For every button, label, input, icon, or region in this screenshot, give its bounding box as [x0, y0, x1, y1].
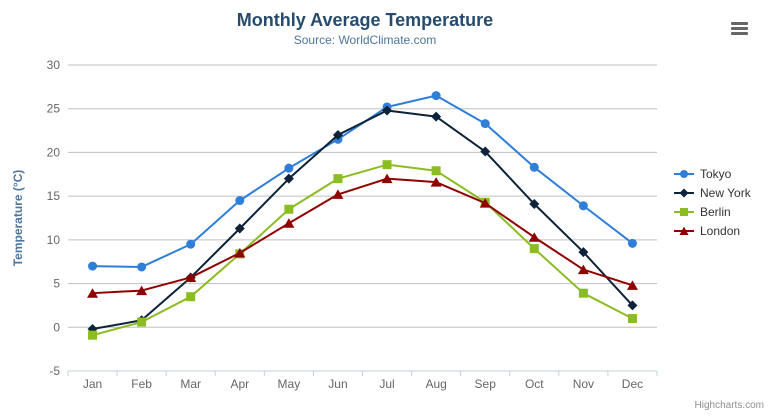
london-point-jun[interactable] — [332, 189, 344, 199]
legend-label-new-york: New York — [700, 185, 751, 200]
x-axis-label: Sep — [475, 377, 497, 391]
hamburger-menu-icon — [731, 27, 748, 30]
new-york-point-dec[interactable] — [627, 300, 638, 311]
london-point-may[interactable] — [283, 218, 295, 228]
berlin-point-jan[interactable] — [88, 330, 98, 340]
series-new-york[interactable] — [87, 105, 638, 335]
london-point-aug[interactable] — [430, 177, 442, 187]
x-axis-label: Apr — [230, 377, 249, 391]
berlin-point-jul[interactable] — [382, 160, 392, 170]
berlin-point-jun[interactable] — [333, 174, 343, 184]
y-axis-title: Temperature (°C) — [11, 170, 25, 267]
london-triangle-marker-icon — [674, 226, 694, 235]
y-axis-label: 10 — [47, 233, 61, 247]
berlin-point-mar[interactable] — [186, 292, 196, 302]
y-axis-label: 5 — [53, 277, 60, 291]
x-axis-label: Aug — [425, 377, 446, 391]
y-axis-label: 20 — [47, 145, 61, 159]
london-point-mar[interactable] — [185, 272, 197, 282]
legend-label-london: London — [700, 223, 741, 238]
tokyo-point-dec[interactable] — [627, 238, 637, 248]
x-axis-label: Dec — [622, 377, 643, 391]
chart-title: Monthly Average Temperature — [236, 10, 494, 30]
tokyo-point-oct[interactable] — [529, 162, 539, 172]
tokyo-point-jan[interactable] — [88, 261, 98, 271]
berlin-point-aug[interactable] — [431, 166, 441, 176]
london-point-nov[interactable] — [577, 264, 589, 275]
new-york-point-apr[interactable] — [234, 223, 245, 234]
legend-item-new-york[interactable]: New York — [673, 183, 751, 202]
y-axis-label: 15 — [47, 189, 61, 203]
berlin-point-nov[interactable] — [578, 288, 588, 298]
new-york-point-sep[interactable] — [480, 146, 491, 157]
x-axis-label: Feb — [131, 377, 152, 391]
new-york-point-oct[interactable] — [529, 199, 540, 210]
berlin-point-may[interactable] — [284, 204, 294, 214]
tokyo-point-mar[interactable] — [186, 239, 196, 249]
tokyo-circle-marker-icon — [674, 169, 694, 178]
x-axis-label: Jan — [83, 377, 102, 391]
berlin-point-oct[interactable] — [529, 244, 539, 254]
tokyo-point-aug[interactable] — [431, 91, 441, 101]
new-york-point-aug[interactable] — [431, 111, 442, 122]
berlin-point-feb[interactable] — [137, 317, 147, 327]
new-york-point-jul[interactable] — [382, 105, 393, 116]
new-york-diamond-marker-icon — [674, 188, 694, 197]
legend: Tokyo New York Berlin London — [673, 164, 751, 240]
series-line-berlin — [91, 163, 634, 337]
series-line-tokyo — [91, 94, 634, 268]
series-london[interactable] — [87, 173, 638, 298]
london-point-dec[interactable] — [626, 280, 638, 290]
x-axis-label: Mar — [180, 377, 201, 391]
london-point-jan[interactable] — [87, 288, 99, 298]
london-point-oct[interactable] — [528, 232, 540, 242]
london-point-jul[interactable] — [381, 173, 393, 184]
london-point-sep[interactable] — [479, 198, 491, 208]
hamburger-menu-icon — [731, 32, 748, 35]
series-tokyo[interactable] — [88, 91, 637, 272]
x-axis-label: Oct — [525, 377, 544, 391]
x-axis-label: Nov — [573, 377, 594, 391]
tokyo-point-nov[interactable] — [578, 201, 588, 211]
berlin-point-dec[interactable] — [627, 314, 637, 324]
tokyo-point-may[interactable] — [284, 163, 294, 173]
legend-label-tokyo: Tokyo — [700, 166, 732, 181]
hamburger-menu-icon — [731, 22, 748, 25]
legend-item-london[interactable]: London — [673, 221, 751, 240]
y-axis-label: 30 — [47, 58, 61, 72]
export-menu-button[interactable] — [731, 22, 748, 37]
legend-item-tokyo[interactable]: Tokyo — [673, 164, 751, 183]
tokyo-point-apr[interactable] — [235, 196, 245, 206]
y-axis-label: -5 — [49, 364, 60, 378]
legend-label-berlin: Berlin — [700, 204, 731, 219]
credits-link[interactable]: Highcharts.com — [694, 400, 764, 411]
berlin-square-marker-icon — [674, 207, 694, 216]
chart-subtitle: Source: WorldClimate.com — [293, 33, 437, 47]
series-line-new-york — [91, 109, 634, 331]
x-axis-label: Jul — [379, 377, 394, 391]
new-york-point-nov[interactable] — [578, 247, 589, 258]
london-point-feb[interactable] — [136, 285, 148, 296]
london-point-apr[interactable] — [234, 247, 246, 258]
tokyo-point-feb[interactable] — [137, 262, 147, 272]
y-axis-label: 0 — [53, 320, 60, 334]
y-axis-label: 25 — [47, 102, 61, 116]
legend-item-berlin[interactable]: Berlin — [673, 202, 751, 221]
x-axis-label: May — [278, 377, 301, 391]
new-york-point-jun[interactable] — [332, 129, 343, 140]
series-line-london — [91, 177, 634, 295]
tokyo-point-sep[interactable] — [480, 119, 490, 129]
new-york-point-may[interactable] — [283, 173, 294, 184]
x-axis-label: Jun — [328, 377, 347, 391]
